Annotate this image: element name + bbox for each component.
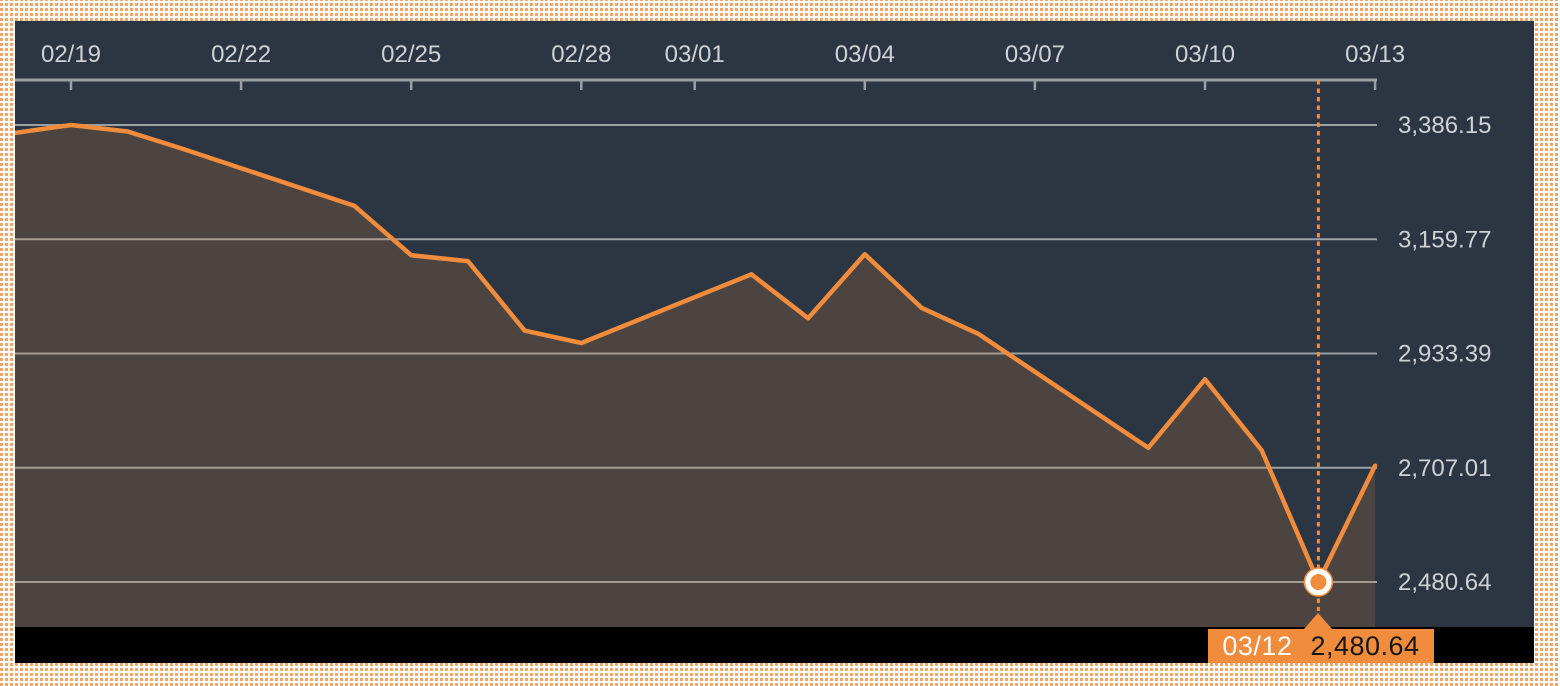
chart-frame: 02/19 02/22 02/25 02/28 03/01 03/04 03/07 03/10… — [15, 21, 1534, 663]
y-axis-label: 2,707.01 — [1398, 455, 1491, 482]
x-axis-label: 03/01 — [665, 41, 725, 68]
y-axis-label: 2,480.64 — [1398, 569, 1491, 596]
x-axis-label: 02/19 — [41, 41, 101, 68]
highlight-marker-dot — [1310, 574, 1327, 590]
x-axis-label: 02/25 — [381, 41, 441, 68]
tooltip-notch — [1304, 613, 1333, 629]
x-axis-label: 03/10 — [1175, 41, 1235, 68]
x-axis-label: 03/07 — [1005, 41, 1065, 68]
tooltip-value: 2,480.64 — [1310, 630, 1420, 661]
y-axis-label: 2,933.39 — [1398, 341, 1491, 368]
price-line — [15, 122, 1378, 585]
price-area-fill — [15, 125, 1376, 627]
x-axis-label: 03/13 — [1345, 41, 1405, 68]
y-axis-label: 3,159.77 — [1398, 226, 1491, 253]
tooltip: 03/12 2,480.64 — [1208, 613, 1434, 663]
x-axis-label: 02/28 — [551, 41, 611, 68]
x-axis-label: 02/22 — [211, 41, 271, 68]
x-axis-label: 03/04 — [835, 41, 895, 68]
y-axis-label: 3,386.15 — [1398, 112, 1491, 139]
price-area-chart[interactable]: 02/19 02/22 02/25 02/28 03/01 03/04 03/07 03/10… — [15, 21, 1534, 663]
tooltip-date: 03/12 — [1222, 630, 1293, 661]
